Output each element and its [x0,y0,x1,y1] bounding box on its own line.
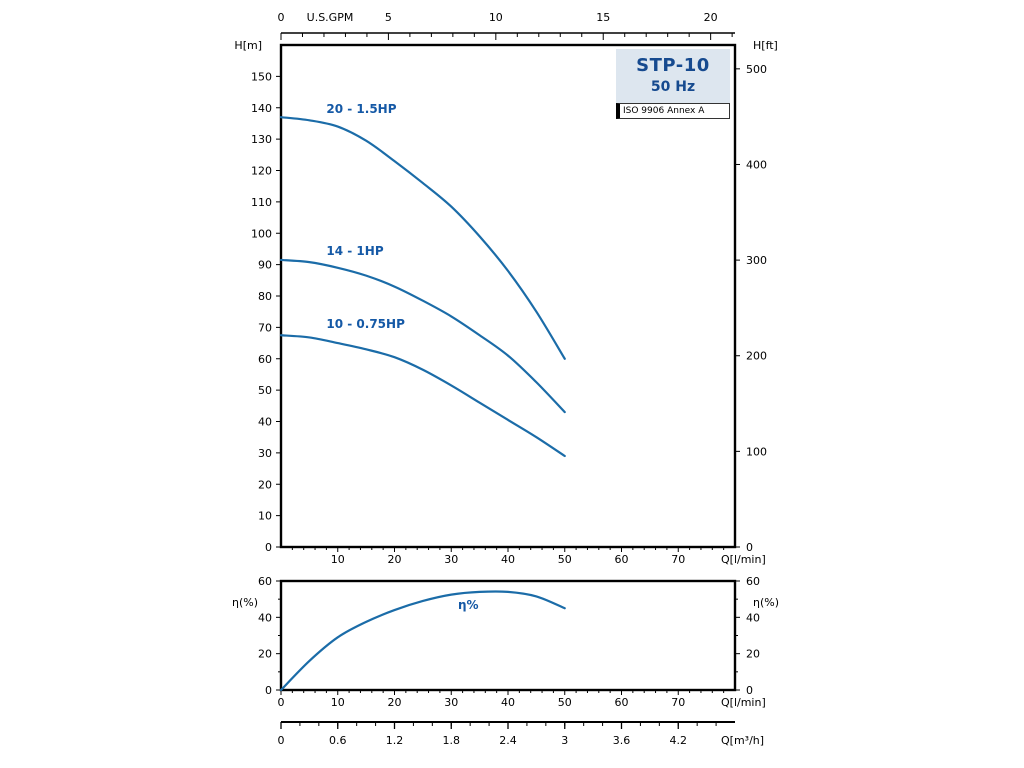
curve-label: 14 - 1HP [326,244,383,258]
axis-tick-label: 40 [746,611,760,624]
axis-tick-label: 100 [746,445,767,458]
title-box: STP-10 50 Hz ISO 9906 Annex A [616,49,730,119]
top-axis-title: U.S.GPM [307,11,354,24]
axis-tick-label: 70 [258,321,272,334]
pump-frequency: 50 Hz [650,79,696,95]
axis-tick-label: 0 [265,684,272,697]
axis-tick-label: 15 [596,11,610,24]
axis-tick-label: 20 [388,696,402,709]
axis-tick-label: 20 [746,648,760,661]
axis-tick-label: 150 [251,70,272,83]
axis-tick-label: 30 [444,696,458,709]
axis-tick-label: 60 [615,553,629,566]
eff-right-axis-title: η(%) [753,596,779,609]
axis-tick-label: 400 [746,158,767,171]
axis-tick-label: 0 [746,541,753,554]
axis-tick-label: 5 [385,11,392,24]
axis-tick-label: 10 [258,510,272,523]
axis-tick-label: 80 [258,290,272,303]
m3h-axis: 0 0.6 1.2 1.8 2.4 3 3.6 4.2 Q[m³/h] [278,721,764,747]
curve-efficiency [279,590,566,692]
m3h-axis-title: Q[m³/h] [721,734,764,747]
axis-tick-label: 300 [746,254,767,267]
axis-tick-label: 20 [258,478,272,491]
axis-tick-label: 200 [746,350,767,363]
axis-tick-label: 0 [746,684,753,697]
curve-label: 10 - 0.75HP [326,317,405,331]
axis-tick-label: 0 [278,696,285,709]
axis-tick-label: 0 [265,541,272,554]
axis-tick-label: 90 [258,259,272,272]
axis-tick-label: 20 [258,648,272,661]
axis-tick-label: 30 [444,553,458,566]
axis-tick-label: 3 [561,734,568,747]
iso-standard: ISO 9906 Annex A [616,103,730,119]
axis-tick-label: 120 [251,165,272,178]
axis-tick-label: 40 [258,611,272,624]
curve-label: 20 - 1.5HP [326,102,396,116]
head-chart: 0102030405060708090100110120130140150H[m… [234,39,777,566]
axis-tick-label: 40 [501,696,515,709]
title-box-main: STP-10 50 Hz [616,49,730,103]
axis-tick-label: 3.6 [613,734,631,747]
axis-tick-label: 60 [258,575,272,588]
axis-tick-label: 50 [558,696,572,709]
axis-tick-label: 60 [258,353,272,366]
axis-tick-label: 70 [671,553,685,566]
axis-tick-label: 10 [331,553,345,566]
axis-tick-label: 20 [704,11,718,24]
pump-model: STP-10 [636,55,710,76]
axis-tick-label: 10 [331,696,345,709]
curve-10-0-75hp [279,334,566,458]
curve-14-1hp [279,258,566,414]
bottom-axis-title: Q[l/min] [721,553,766,566]
axis-tick-label: 500 [746,63,767,76]
right-axis-title: H[ft] [753,39,778,52]
axis-tick-label: 40 [501,553,515,566]
axis-tick-label: 1.8 [443,734,461,747]
gpm-axis: 0 5 10 15 20 U.S.GPM [278,11,735,40]
axis-tick-label: 50 [558,553,572,566]
axis-tick-label: 10 [489,11,503,24]
axis-tick-label: 0 [278,734,285,747]
eff-left-axis-title: η(%) [232,596,258,609]
axis-tick-label: 60 [746,575,760,588]
axis-tick-label: 70 [671,696,685,709]
efficiency-curve-label: η% [458,598,479,612]
left-axis-title: H[m] [234,39,262,52]
axis-tick-label: 100 [251,227,272,240]
curve-20-1-5hp [279,116,566,360]
axis-tick-label: 130 [251,133,272,146]
axis-tick-label: 1.2 [386,734,404,747]
axis-tick-label: 4.2 [670,734,688,747]
axis-tick-label: 0.6 [329,734,347,747]
axis-tick-label: 60 [615,696,629,709]
axis-tick-label: 20 [388,553,402,566]
axis-tick-label: 140 [251,102,272,115]
axis-tick-label: 50 [258,384,272,397]
axis-tick-label: 2.4 [499,734,517,747]
axis-tick-label: 40 [258,416,272,429]
eff-bottom-axis-title: Q[l/min] [721,696,766,709]
axis-tick-label: 110 [251,196,272,209]
head-chart-frame [279,43,737,549]
axis-tick-label: 0 [278,11,285,24]
axis-tick-label: 30 [258,447,272,460]
efficiency-chart-frame [279,579,737,692]
